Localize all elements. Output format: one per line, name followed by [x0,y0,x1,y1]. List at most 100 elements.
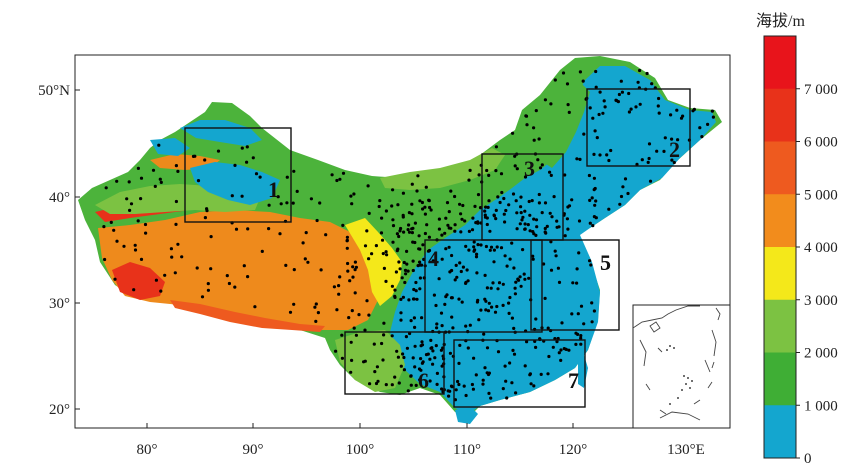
station-dot [439,348,443,352]
station-dot [496,287,500,291]
station-dot [455,275,459,279]
station-dot [513,154,517,158]
station-dot [206,282,210,286]
station-dot [645,71,649,76]
station-dot [377,204,381,209]
station-dot [365,299,369,303]
station-dot [534,109,538,113]
station-dot [440,257,444,261]
lat-tick-20: 20° [49,402,70,418]
station-dot [570,312,574,316]
station-dot [489,245,494,249]
station-dot [349,194,353,198]
station-dot [407,230,412,234]
station-dot [399,297,403,301]
station-dot [209,235,213,239]
station-dot [669,113,673,117]
station-dot [605,153,609,157]
station-dot [527,199,531,204]
station-dot [245,145,249,149]
station-dot [382,266,386,270]
station-dot [427,248,432,253]
region-box-5 [530,239,620,331]
legend-label: 4 000 [804,240,838,256]
station-dot [395,249,399,253]
highpeak-himalaya [170,300,325,332]
station-dot [555,219,559,223]
legend-label: 6 000 [804,135,838,151]
station-dot [415,297,419,301]
legend-label: 7 000 [804,82,838,98]
station-dot [203,158,207,162]
station-dot [368,382,372,386]
plateau-inner-mongolia [380,148,505,190]
station-dot [191,154,196,158]
station-dot [577,251,581,255]
station-dot [122,244,126,248]
station-dot [512,266,516,270]
station-dot [536,158,540,162]
station-dot [594,216,598,220]
station-dot [619,79,623,83]
station-dot [341,223,345,227]
station-dot [315,218,319,223]
station-dot [285,175,289,179]
station-dot [418,199,422,203]
station-dot [230,194,234,198]
station-dot [406,269,410,273]
station-dot [510,241,514,245]
station-dot [421,207,425,211]
station-dot [425,223,429,227]
station-dot [638,102,642,106]
station-dot [487,301,491,305]
station-dot [418,247,422,251]
station-dot [395,232,399,236]
station-dot [404,272,408,276]
station-dot [233,163,237,167]
station-dot [507,203,511,207]
station-dot [546,372,550,376]
station-dot [474,373,478,377]
station-dot [579,342,583,346]
station-dot [410,227,414,231]
station-dot [550,215,554,219]
region-box-2 [586,88,691,167]
station-dot [457,361,461,365]
station-dot [534,233,538,237]
station-dot [205,207,209,211]
station-dot [449,296,454,300]
station-dot [133,248,138,252]
station-dot [549,173,553,177]
station-dot [409,383,413,387]
lat-tick-30: 30° [49,296,70,312]
station-dot [468,168,472,172]
station-dot [481,382,485,386]
station-dot [424,185,428,189]
station-dot [617,92,622,97]
station-dot [433,356,437,360]
station-dot [467,248,471,252]
station-dot [384,383,388,387]
station-dot [410,182,414,186]
station-dot [349,370,353,374]
station-dot [472,249,476,253]
station-dot [551,345,555,349]
lon-tick-100: 100° [346,442,375,458]
station-dot [532,217,536,221]
station-dot [548,170,552,174]
station-dot [420,200,424,205]
station-dot [411,259,415,263]
station-dot [479,243,483,247]
station-dot [461,265,465,269]
station-dot [346,269,350,273]
station-dot [428,205,432,210]
station-dot [337,292,341,296]
station-dot [629,107,633,111]
station-dot [401,213,405,217]
station-dot [464,244,468,248]
station-dot [382,321,386,325]
station-dot [472,240,476,244]
station-dot [635,162,639,166]
station-dot [459,269,463,274]
station-dot [396,203,400,207]
